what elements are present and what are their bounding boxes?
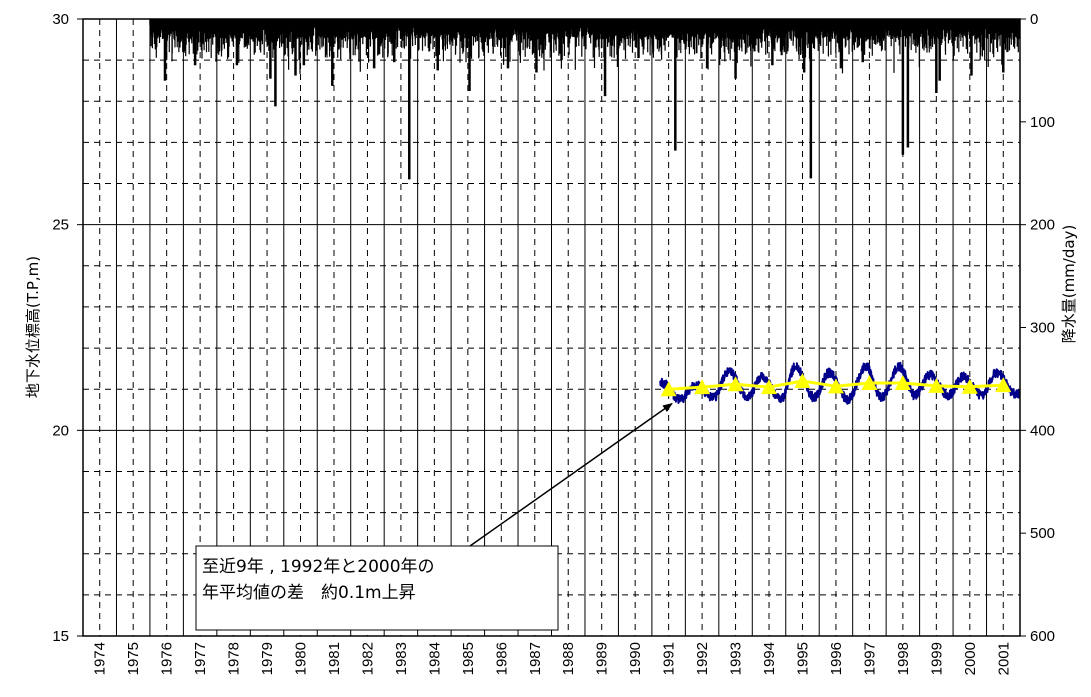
x-tick-label: 1994 — [761, 642, 778, 675]
y-axis-left: 15 20 25 30 — [52, 11, 83, 645]
y2-tick-label: 300 — [1030, 320, 1055, 337]
x-tick-label: 1978 — [226, 642, 243, 675]
x-tick-label: 1999 — [928, 642, 945, 675]
y2-tick-label: 0 — [1030, 11, 1038, 28]
x-tick-label: 1986 — [493, 642, 510, 675]
y-axis-title-right: 降水量(mm/day) — [1060, 225, 1078, 344]
precipitation-series — [149, 19, 1020, 180]
annual-mean-marker — [861, 375, 878, 391]
x-tick-label: 2000 — [962, 642, 979, 675]
annual-mean-marker — [727, 376, 744, 392]
annual-mean-marker — [761, 379, 778, 395]
x-tick-label: 1988 — [560, 642, 577, 675]
annotation: 至近9年 , 1992年と2000年の 年平均値の差 約0.1m上昇 — [195, 402, 673, 631]
x-tick-label: 1974 — [92, 642, 109, 675]
y-axis-title-left: 地下水位標高(T.P,m) — [24, 256, 42, 398]
y2-tick-label: 200 — [1030, 217, 1055, 234]
groundwater-line — [659, 361, 1020, 405]
x-tick-label: 1997 — [861, 642, 878, 675]
x-tick-label: 1993 — [728, 642, 745, 675]
y2-tick-label: 400 — [1030, 422, 1055, 439]
annual-mean-marker — [928, 377, 945, 393]
groundwater-series — [659, 361, 1020, 405]
x-tick-label: 1985 — [460, 642, 477, 675]
y-tick-label: 30 — [52, 11, 69, 28]
y2-tick-label: 100 — [1030, 114, 1055, 131]
annual-mean-marker — [794, 372, 811, 388]
x-tick-label: 1982 — [359, 642, 376, 675]
x-tick-label: 2001 — [995, 642, 1012, 675]
x-tick-label: 1989 — [594, 642, 611, 675]
x-tick-label: 1990 — [627, 642, 644, 675]
x-tick-label: 1976 — [159, 642, 176, 675]
annotation-box — [195, 545, 559, 631]
annual-mean-marker — [894, 375, 911, 391]
annual-mean-marker — [660, 381, 677, 397]
x-tick-label: 1980 — [293, 642, 310, 675]
annotation-line-2: 年平均値の差 約0.1m上昇 — [202, 583, 416, 603]
x-tick-label: 1975 — [125, 642, 142, 675]
x-tick-label: 1984 — [426, 642, 443, 675]
annual-mean-marker — [995, 377, 1012, 393]
x-tick-label: 1987 — [527, 642, 544, 675]
y2-tick-label: 600 — [1030, 628, 1055, 645]
y-axis-right: 0 100 200 300 400 500 600 — [1020, 11, 1055, 645]
y-tick-label: 15 — [52, 628, 69, 645]
annotation-line-1: 至近9年 , 1992年と2000年の — [202, 557, 435, 577]
annual-mean-marker — [694, 379, 711, 395]
x-tick-label: 1981 — [326, 642, 343, 675]
y2-tick-label: 500 — [1030, 525, 1055, 542]
y-tick-label: 20 — [52, 422, 69, 439]
x-tick-label: 1995 — [794, 642, 811, 675]
x-axis: 1974 1975 1976 1977 1978 1979 1980 1981 1982 1983… — [92, 642, 1013, 675]
x-tick-label: 1991 — [661, 642, 678, 675]
y-tick-label: 25 — [52, 217, 69, 234]
x-tick-label: 1996 — [828, 642, 845, 675]
x-tick-label: 1979 — [259, 642, 276, 675]
annotation-arrow — [469, 402, 673, 547]
x-tick-label: 1998 — [895, 642, 912, 675]
x-tick-label: 1977 — [192, 642, 209, 675]
annual-mean-marker — [827, 378, 844, 394]
x-tick-label: 1992 — [694, 642, 711, 675]
annual-mean-marker — [961, 378, 978, 394]
annual-mean-series — [660, 372, 1012, 397]
x-tick-label: 1983 — [393, 642, 410, 675]
grid — [82, 18, 1021, 637]
